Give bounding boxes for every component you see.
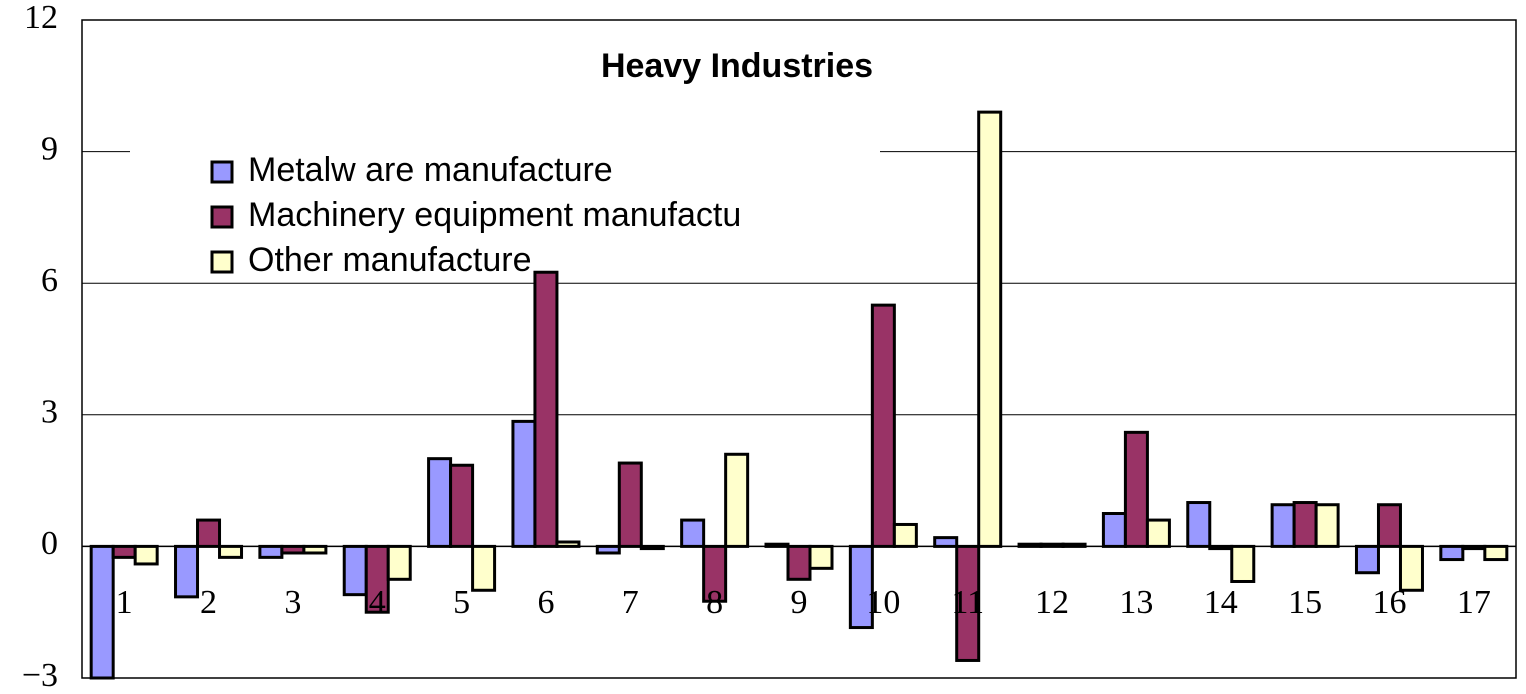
x-tick-label: 11 [951,584,984,621]
bar [196,518,222,548]
bar [1186,501,1212,548]
bar [258,544,284,559]
legend-label: Machinery equipment manufactu [248,196,741,234]
bar [892,522,918,548]
bar [1145,518,1171,548]
bar [511,419,537,548]
bar [786,544,812,581]
y-tick-label: 6 [41,262,58,299]
bar [218,544,244,559]
x-tick-label: 7 [622,584,639,621]
legend-label: Metalw are manufacture [248,151,613,189]
bar [342,544,368,597]
bar [533,270,559,548]
bar [111,544,137,559]
x-tick-label: 12 [1035,584,1069,621]
bar [1314,503,1340,548]
bar [427,457,453,548]
bar [89,544,115,680]
bar [1292,501,1318,548]
bar [302,544,328,555]
y-tick-label: 12 [24,0,58,36]
bar [1123,430,1149,548]
x-tick-label: 2 [200,584,217,621]
x-tick-label: 17 [1457,584,1491,621]
x-tick-label: 4 [369,584,386,621]
x-tick-label: 6 [537,584,554,621]
x-tick-label: 1 [116,584,133,621]
x-tick-label: 5 [453,584,470,621]
x-tick-label: 15 [1288,584,1322,621]
bar [595,544,621,555]
x-tick-label: 8 [706,584,723,621]
legend-swatch [210,160,234,184]
bar [617,461,643,548]
bar [280,544,306,555]
bar [808,544,834,570]
bar [1439,544,1465,562]
bar [1101,512,1127,548]
y-tick-label: −3 [22,657,58,694]
bar [386,544,412,581]
y-tick-label: 9 [41,130,58,167]
bar [680,518,706,548]
bar [1376,503,1402,548]
bar [174,544,200,599]
x-tick-label: 16 [1372,584,1406,621]
chart-title: Heavy Industries [601,47,873,85]
bar [1230,544,1256,583]
x-tick-label: 14 [1204,584,1238,621]
bar [724,452,750,548]
legend-swatch [210,250,234,274]
bar [1483,544,1509,562]
title-background [560,40,920,96]
x-tick-label: 13 [1119,584,1153,621]
bar [471,544,497,592]
bar [933,536,959,548]
bar [449,463,475,548]
legend-label: Other manufacture [248,241,531,279]
bar [1354,544,1380,575]
y-tick-label: 0 [41,525,58,562]
bar [870,303,896,548]
bar [133,544,159,566]
x-tick-label: 3 [284,584,301,621]
x-tick-label: 10 [866,584,900,621]
plot-border [81,19,1517,679]
legend-background [130,140,880,272]
y-tick-label: 3 [41,394,58,431]
x-tick-label: 9 [791,584,808,621]
bar [977,110,1003,548]
legend-swatch [210,205,234,229]
bar [1270,503,1296,548]
